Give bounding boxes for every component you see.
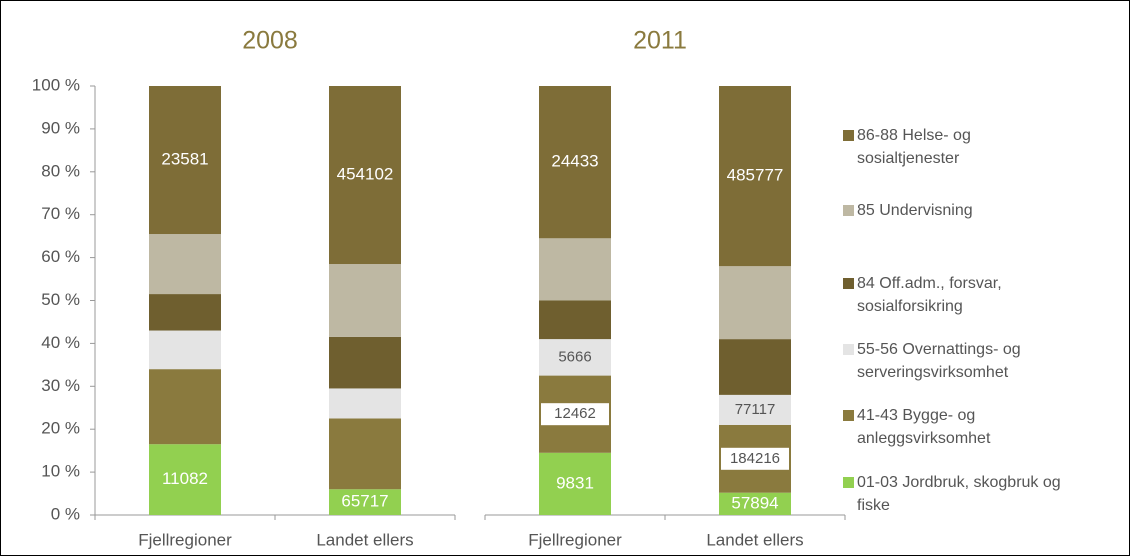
y-tick-label: 80 % bbox=[41, 161, 80, 180]
data-label: 57894 bbox=[731, 493, 778, 512]
label-box bbox=[541, 403, 609, 426]
bar-segment bbox=[329, 264, 401, 337]
data-label: 77117 bbox=[735, 401, 776, 418]
bar-segment bbox=[719, 394, 791, 425]
bar-segment bbox=[329, 86, 401, 265]
bar-segment bbox=[539, 238, 611, 301]
y-tick-label: 0 % bbox=[51, 504, 80, 523]
legend-swatch bbox=[843, 410, 854, 421]
y-tick-label: 40 % bbox=[41, 333, 80, 352]
legend-item: 41-43 Bygge- og anleggsvirksomhet bbox=[843, 404, 1130, 450]
data-label: 485777 bbox=[727, 166, 784, 185]
data-label: 23581 bbox=[161, 149, 208, 168]
legend-label: 01-03 Jordbruk, skogbruk og fiske bbox=[857, 474, 1061, 514]
x-tick-label: Landet ellers bbox=[706, 530, 803, 549]
bar-segment bbox=[149, 86, 221, 235]
bar-segment bbox=[329, 489, 401, 515]
bar-segment bbox=[329, 418, 401, 490]
data-label: 9831 bbox=[556, 473, 594, 492]
bar-segment bbox=[719, 266, 791, 340]
data-label: 12462 bbox=[554, 405, 596, 422]
bar-segment bbox=[539, 339, 611, 376]
legend-swatch bbox=[843, 278, 854, 289]
panel-title: 2011 bbox=[633, 27, 687, 55]
legend-label: 84 Off.adm., forsvar, sosialforsikring bbox=[857, 275, 1002, 315]
x-tick-label: Fjellregioner bbox=[528, 530, 622, 549]
legend-item: 86-88 Helse- og sosialtjenester bbox=[843, 124, 1130, 170]
y-tick-label: 100 % bbox=[32, 75, 80, 94]
bar-segment bbox=[719, 86, 791, 267]
data-label: 24433 bbox=[551, 152, 598, 171]
y-tick-label: 60 % bbox=[41, 247, 80, 266]
bar-segment bbox=[539, 452, 611, 515]
y-tick-label: 90 % bbox=[41, 118, 80, 137]
bar-segment bbox=[719, 339, 791, 395]
y-tick-label: 70 % bbox=[41, 204, 80, 223]
bar-segment bbox=[539, 86, 611, 239]
y-tick-label: 10 % bbox=[41, 462, 80, 481]
bar-segment bbox=[539, 300, 611, 340]
x-tick-label: Fjellregioner bbox=[138, 530, 232, 549]
legend-swatch bbox=[843, 205, 854, 216]
legend-item: 84 Off.adm., forsvar, sosialforsikring bbox=[843, 272, 1130, 318]
bar-segment bbox=[149, 234, 221, 295]
y-tick-label: 50 % bbox=[41, 290, 80, 309]
legend-label: 85 Undervisning bbox=[857, 202, 973, 219]
data-label: 11082 bbox=[162, 469, 208, 488]
legend-label: 86-88 Helse- og sosialtjenester bbox=[857, 127, 971, 167]
legend-item: 55-56 Overnattings- og serveringsvirksom… bbox=[843, 338, 1130, 384]
bar-segment bbox=[149, 444, 221, 515]
data-label: 65717 bbox=[341, 492, 388, 511]
bar-segment bbox=[719, 492, 791, 515]
data-label: 454102 bbox=[337, 165, 394, 184]
legend-item: 01-03 Jordbruk, skogbruk og fiske bbox=[843, 471, 1130, 517]
bar-segment bbox=[329, 336, 401, 389]
label-box bbox=[721, 447, 789, 470]
data-label: 5666 bbox=[558, 348, 591, 365]
legend-label: 55-56 Overnattings- og serveringsvirksom… bbox=[857, 341, 1021, 381]
bar-segment bbox=[329, 388, 401, 419]
legend-swatch bbox=[843, 477, 854, 488]
bar-segment bbox=[149, 330, 221, 370]
legend-label: 41-43 Bygge- og anleggsvirksomhet bbox=[857, 407, 991, 447]
y-tick-label: 20 % bbox=[41, 419, 80, 438]
bar-segment bbox=[149, 294, 221, 331]
y-tick-label: 30 % bbox=[41, 376, 80, 395]
legend-swatch bbox=[843, 344, 854, 355]
x-tick-label: Landet ellers bbox=[316, 530, 413, 549]
legend-item: 85 Undervisning bbox=[843, 199, 1130, 222]
data-label: 184216 bbox=[730, 450, 780, 467]
panel-title: 2008 bbox=[242, 27, 298, 55]
bar-segment bbox=[149, 369, 221, 445]
legend-swatch bbox=[843, 130, 854, 141]
